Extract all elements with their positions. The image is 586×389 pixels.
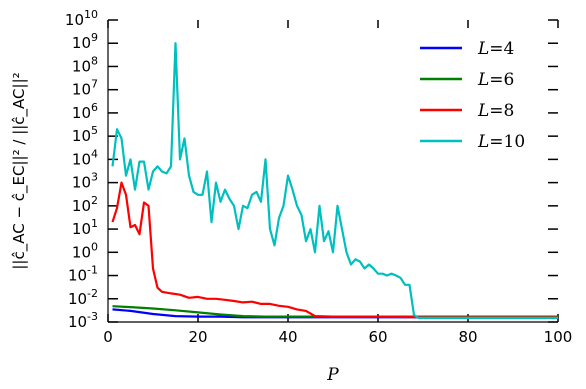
series-group <box>111 42 558 319</box>
legend-label: L=10 <box>477 132 525 152</box>
axes: 0 20 40 60 80 10010-310-210-11001011021031041… <box>65 8 572 346</box>
x-tick-label: 60 <box>368 328 387 346</box>
y-tick-label: 106 <box>72 101 98 122</box>
axis-labels: P ||ĉ_AC − ĉ_EC||² / ||ĉ_AC||² <box>10 72 339 385</box>
y-tick-label: 102 <box>72 194 98 215</box>
y-tick-label: 103 <box>72 171 98 192</box>
x-tick-label: 40 <box>278 328 297 346</box>
x-tick-label: 20 <box>188 328 207 346</box>
y-tick-label: 100 <box>72 240 98 261</box>
y-tick-label: 101 <box>72 217 98 238</box>
y-tick-label: 10-1 <box>68 264 98 285</box>
y-tick-label: 10-2 <box>68 287 98 308</box>
legend: L=4 L=6 L=8 L=10 <box>420 39 525 152</box>
series-line-10 <box>111 42 558 319</box>
x-tick-label: 80 <box>458 328 477 346</box>
y-tick-label: 108 <box>72 54 98 75</box>
y-tick-label: 10-3 <box>68 310 98 331</box>
y-tick-label: 1010 <box>65 8 98 29</box>
legend-label: L=6 <box>477 70 514 90</box>
y-axis-label: ||ĉ_AC − ĉ_EC||² / ||ĉ_AC||² <box>10 72 29 269</box>
series-line-8 <box>111 181 558 319</box>
y-tick-label: 104 <box>72 147 98 168</box>
y-tick-label: 109 <box>72 31 98 52</box>
x-axis-label: P <box>326 365 339 385</box>
x-tick-label: 0 <box>103 328 113 346</box>
y-tick-label: 105 <box>72 124 98 145</box>
x-tick-label: 100 <box>544 328 573 346</box>
legend-label: L=4 <box>477 39 514 59</box>
y-tick-label: 107 <box>72 78 98 99</box>
legend-label: L=8 <box>477 101 514 121</box>
